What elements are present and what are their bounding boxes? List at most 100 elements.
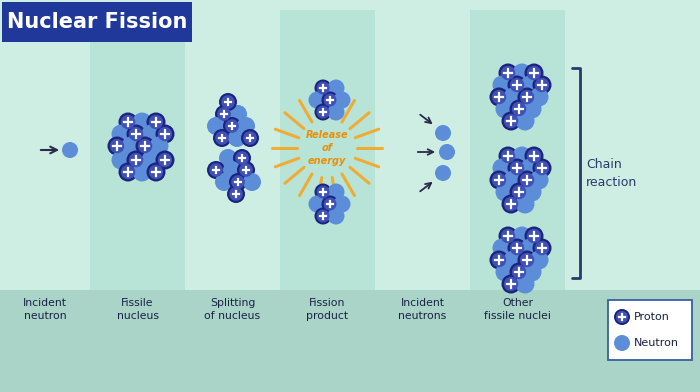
Circle shape	[498, 64, 517, 82]
Text: Neutron: Neutron	[634, 338, 679, 348]
Circle shape	[122, 136, 141, 156]
Circle shape	[223, 117, 241, 135]
Text: Proton: Proton	[634, 312, 670, 322]
Circle shape	[121, 165, 135, 179]
Circle shape	[228, 129, 246, 147]
Circle shape	[118, 163, 137, 181]
Circle shape	[121, 115, 135, 129]
Circle shape	[520, 173, 534, 187]
Circle shape	[309, 196, 326, 212]
Circle shape	[316, 82, 330, 94]
Circle shape	[535, 78, 550, 92]
Circle shape	[209, 163, 223, 177]
Circle shape	[527, 66, 541, 80]
Circle shape	[504, 114, 518, 128]
Text: Fissile
nucleus: Fissile nucleus	[116, 298, 158, 321]
Circle shape	[118, 113, 137, 131]
Circle shape	[141, 151, 160, 169]
Bar	[0, 10, 90, 290]
Text: Incident
neutron: Incident neutron	[23, 298, 67, 321]
Circle shape	[533, 76, 552, 94]
Circle shape	[237, 161, 255, 179]
Circle shape	[496, 263, 514, 281]
Circle shape	[309, 91, 326, 109]
Circle shape	[521, 76, 540, 94]
Circle shape	[504, 197, 518, 211]
Circle shape	[521, 238, 540, 258]
Circle shape	[503, 250, 522, 270]
Circle shape	[314, 207, 332, 225]
Circle shape	[146, 163, 165, 181]
Circle shape	[328, 183, 344, 200]
Circle shape	[215, 105, 233, 123]
Circle shape	[616, 311, 628, 323]
Circle shape	[489, 250, 508, 270]
Circle shape	[136, 136, 155, 156]
Circle shape	[535, 241, 550, 255]
Circle shape	[493, 76, 512, 94]
Circle shape	[496, 100, 514, 118]
Circle shape	[127, 151, 146, 169]
Circle shape	[529, 171, 549, 189]
Circle shape	[155, 125, 174, 143]
Circle shape	[510, 100, 528, 118]
Circle shape	[498, 147, 517, 165]
Circle shape	[503, 171, 522, 189]
Circle shape	[227, 185, 245, 203]
Circle shape	[520, 90, 534, 104]
Circle shape	[614, 309, 630, 325]
Circle shape	[500, 66, 515, 80]
Circle shape	[110, 139, 124, 153]
Circle shape	[500, 149, 515, 163]
Circle shape	[512, 64, 531, 82]
Circle shape	[316, 210, 330, 223]
Circle shape	[132, 113, 151, 131]
Circle shape	[512, 227, 531, 245]
Circle shape	[235, 151, 248, 165]
Circle shape	[150, 136, 169, 156]
Circle shape	[231, 175, 245, 189]
Circle shape	[229, 187, 243, 201]
Circle shape	[503, 87, 522, 107]
Circle shape	[333, 196, 351, 212]
Circle shape	[149, 165, 163, 179]
Text: Chain
reaction: Chain reaction	[586, 158, 637, 189]
Circle shape	[524, 227, 543, 245]
Circle shape	[517, 250, 536, 270]
Circle shape	[522, 100, 542, 118]
Circle shape	[213, 129, 231, 147]
Circle shape	[207, 161, 225, 179]
Bar	[470, 10, 565, 290]
Circle shape	[508, 158, 526, 178]
Circle shape	[527, 229, 541, 243]
Text: Incident
neutrons: Incident neutrons	[398, 298, 447, 321]
Circle shape	[158, 127, 172, 141]
Circle shape	[141, 125, 160, 143]
Circle shape	[127, 125, 146, 143]
Circle shape	[129, 153, 144, 167]
Circle shape	[149, 115, 163, 129]
Circle shape	[225, 119, 239, 133]
Circle shape	[489, 171, 508, 189]
Circle shape	[533, 238, 552, 258]
Circle shape	[508, 76, 526, 94]
Circle shape	[527, 149, 541, 163]
Circle shape	[219, 93, 237, 111]
Circle shape	[524, 147, 543, 165]
Circle shape	[614, 335, 630, 351]
Circle shape	[439, 144, 455, 160]
Circle shape	[62, 142, 78, 158]
Text: Release
of
energy: Release of energy	[306, 130, 349, 166]
Circle shape	[535, 161, 550, 175]
Circle shape	[321, 91, 339, 109]
Circle shape	[498, 227, 517, 245]
Circle shape	[328, 80, 344, 96]
Circle shape	[108, 136, 127, 156]
Circle shape	[492, 173, 506, 187]
Circle shape	[328, 103, 344, 120]
Circle shape	[435, 125, 451, 141]
Circle shape	[314, 103, 332, 120]
Circle shape	[496, 183, 514, 201]
Circle shape	[316, 105, 330, 118]
Circle shape	[146, 113, 165, 131]
